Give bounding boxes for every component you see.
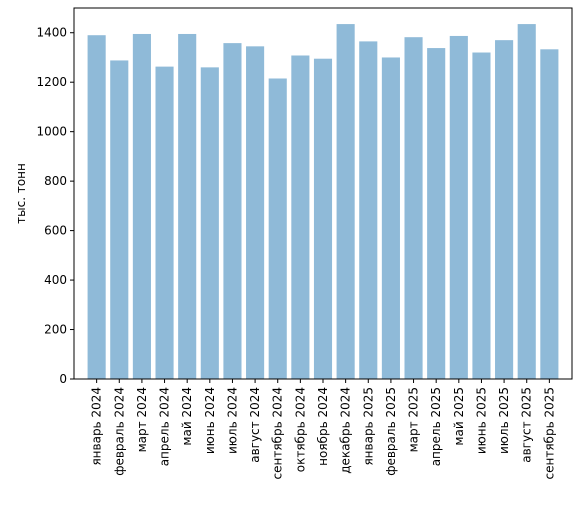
x-tick-label: сентябрь 2025 <box>542 387 556 479</box>
y-axis: 0 200 400 600 800 1000 1200 1400 <box>36 26 74 386</box>
x-tick-label: август 2025 <box>520 387 534 463</box>
x-tick-label: июнь 2025 <box>474 387 488 454</box>
x-tick-label: апрель 2025 <box>429 387 443 466</box>
x-tick-label: август 2024 <box>248 387 262 463</box>
bar <box>110 60 129 380</box>
y-tick-label: 200 <box>44 323 67 337</box>
y-tick-label: 600 <box>44 224 67 238</box>
bar <box>132 33 151 379</box>
bar <box>336 24 355 380</box>
x-tick-label: ноябрь 2024 <box>316 387 330 466</box>
x-axis: январь 2024 февраль 2024 март 2024 апрель 2… <box>90 379 556 479</box>
bar <box>87 35 106 379</box>
x-tick-label: октябрь 2024 <box>293 387 307 472</box>
bar <box>540 49 559 380</box>
bar <box>381 57 400 379</box>
bar <box>495 40 514 380</box>
x-tick-label: апрель 2024 <box>158 387 172 466</box>
bar <box>291 55 310 379</box>
bar <box>246 46 265 379</box>
x-tick-label: июль 2024 <box>225 387 239 454</box>
plot-frame <box>73 7 573 380</box>
x-tick-label: декабрь 2024 <box>339 387 353 474</box>
bar <box>472 52 491 380</box>
bar <box>200 67 219 380</box>
bar <box>449 35 468 379</box>
x-tick-label: май 2025 <box>452 387 466 446</box>
x-tick-label: май 2024 <box>180 387 194 446</box>
bar <box>359 41 378 379</box>
x-tick-label: июль 2025 <box>497 387 511 454</box>
y-tick-label: 0 <box>59 372 67 386</box>
y-tick-label: 1200 <box>36 75 67 89</box>
bar <box>268 78 287 380</box>
x-tick-label: июнь 2024 <box>203 387 217 454</box>
bars-group <box>87 24 559 380</box>
x-tick-label: февраль 2025 <box>384 387 398 476</box>
bar <box>404 37 423 379</box>
bar <box>313 58 333 379</box>
y-axis-label: тыс. тонн <box>14 163 28 224</box>
bar <box>178 33 197 379</box>
bar <box>155 66 174 380</box>
x-tick-label: январь 2025 <box>361 387 375 466</box>
x-tick-label: январь 2024 <box>90 387 104 466</box>
x-tick-label: март 2025 <box>407 387 421 452</box>
y-tick-label: 800 <box>44 174 67 188</box>
y-tick-label: 1000 <box>36 125 67 139</box>
x-tick-label: март 2024 <box>135 387 149 452</box>
y-tick-label: 400 <box>44 273 67 287</box>
bar <box>427 48 446 380</box>
y-tick-label: 1400 <box>36 26 67 40</box>
bar <box>223 43 242 379</box>
x-tick-label: сентябрь 2024 <box>271 387 285 479</box>
bar <box>517 24 536 380</box>
x-tick-label: февраль 2024 <box>112 387 126 476</box>
